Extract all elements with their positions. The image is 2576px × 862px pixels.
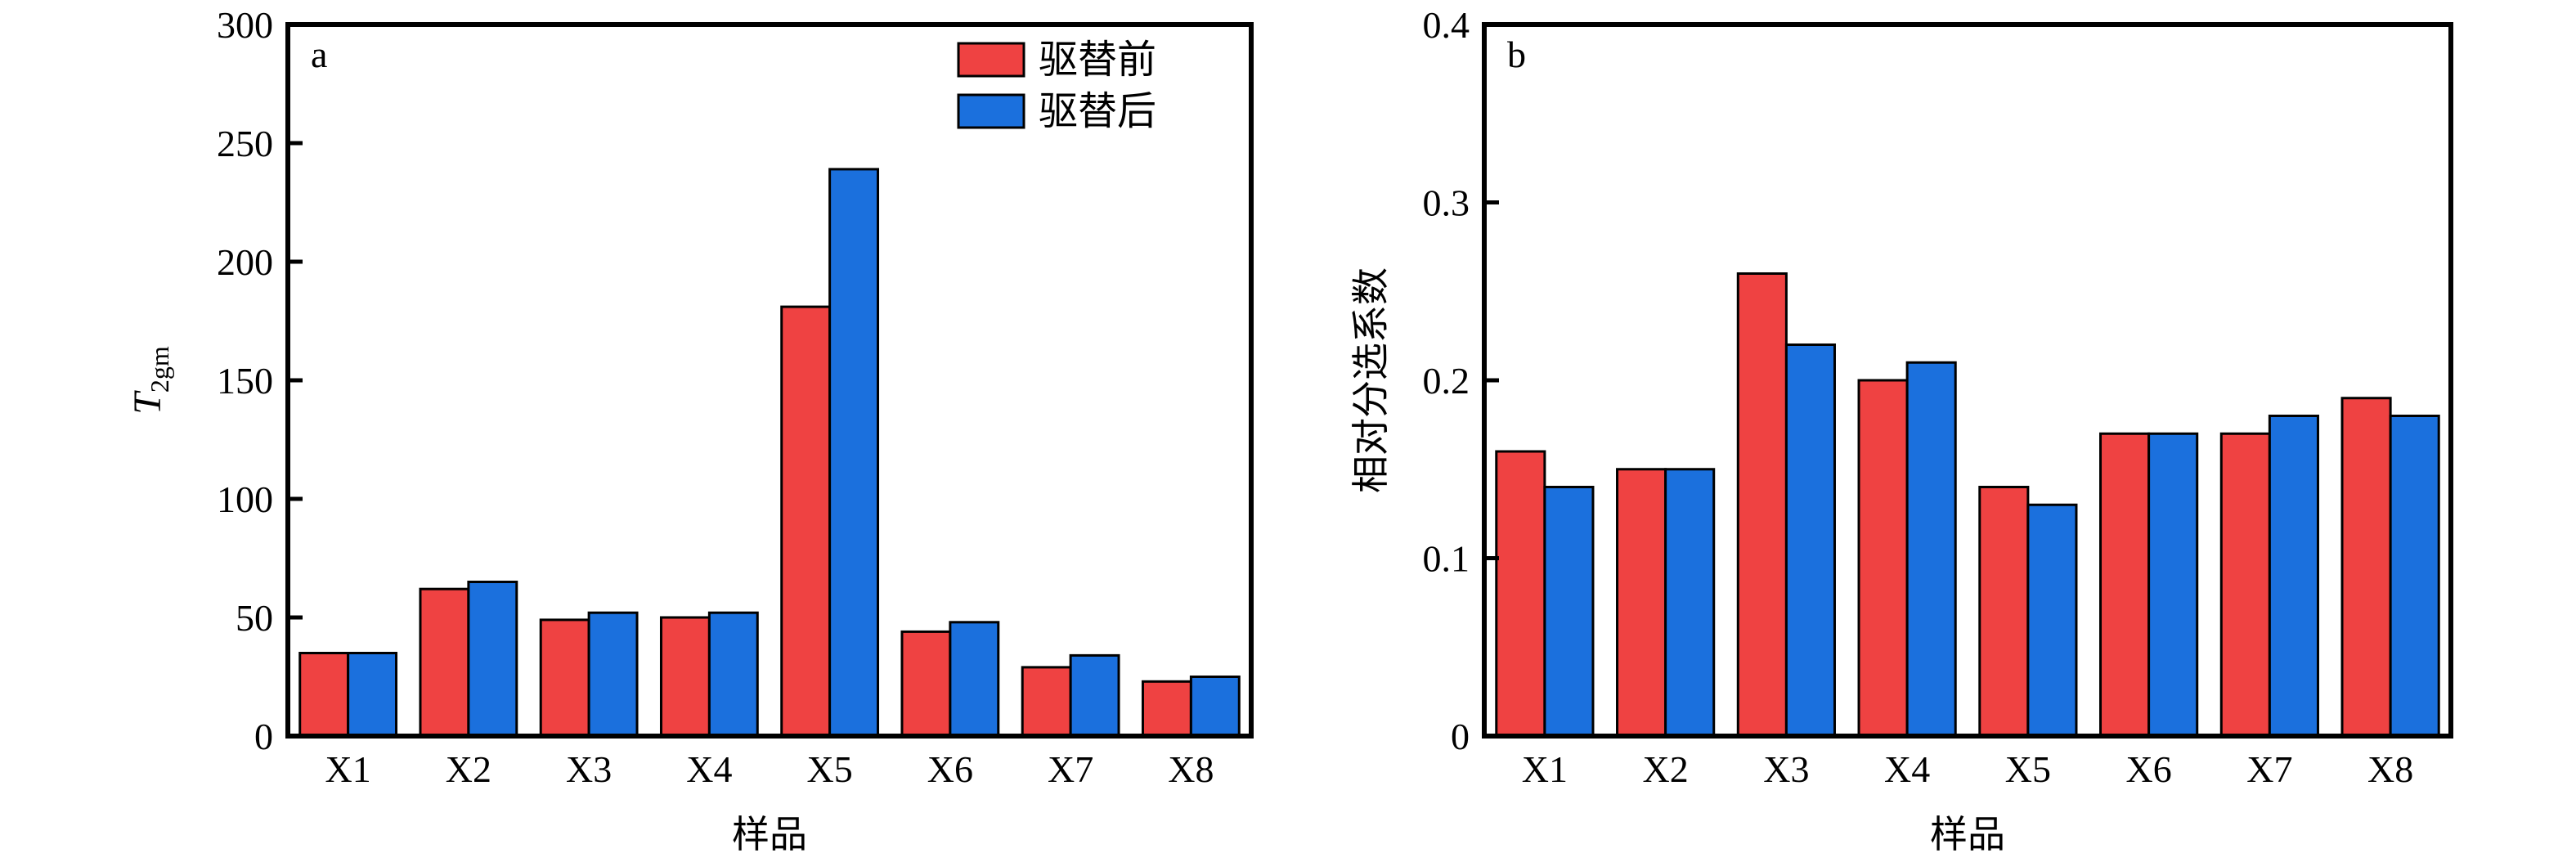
y-tick-label: 250 — [217, 123, 273, 164]
y-tick-label: 0.2 — [1423, 360, 1470, 402]
y-tick-label: 200 — [217, 241, 273, 283]
bar-X1-before — [298, 652, 350, 738]
bar-X5-before — [1978, 486, 2030, 738]
bar-X6-after — [949, 621, 1000, 738]
legend-swatch-after — [957, 93, 1025, 129]
x-tick-label: X2 — [446, 748, 491, 790]
bar-X7-before — [1021, 666, 1072, 738]
y-tick-label: 150 — [217, 360, 273, 402]
x-tick-label: X5 — [2005, 748, 2051, 790]
x-tick-label: X1 — [1522, 748, 1568, 790]
x-tick-label: X5 — [807, 748, 853, 790]
legend-swatch-before — [957, 42, 1025, 78]
bar-X6-before — [2099, 432, 2151, 738]
y-tick-label: 50 — [236, 597, 273, 639]
panel-a-y-axis-title: T2gm — [126, 346, 174, 415]
x-tick-label: X4 — [1884, 748, 1930, 790]
bar-X7-after — [2268, 415, 2319, 738]
bar-X7-after — [1069, 653, 1120, 738]
panel-b-y-ticks: 0 0.1 0.2 0.3 0.4 — [1423, 4, 1499, 757]
panel-b-x-axis-title: 样品 — [1930, 812, 2005, 856]
y-tick-label: 0.3 — [1423, 182, 1470, 224]
bar-X5-after — [828, 168, 880, 738]
x-tick-label: X1 — [325, 748, 371, 790]
legend: 驱替前 驱替后 — [957, 37, 1156, 134]
bar-X7-before — [2219, 432, 2271, 738]
bar-X1-after — [1543, 486, 1595, 738]
bar-X5-before — [780, 305, 832, 738]
bar-X6-before — [900, 630, 952, 738]
bar-X4-after — [1905, 361, 1957, 738]
x-tick-label: X3 — [1763, 748, 1809, 790]
bar-X8-before — [2340, 397, 2392, 738]
legend-label-after: 驱替后 — [1039, 88, 1156, 134]
x-tick-label: X6 — [927, 748, 973, 790]
x-tick-label: X6 — [2126, 748, 2172, 790]
y-title-sub: 2gm — [145, 346, 174, 393]
bar-X2-after — [1664, 468, 1716, 738]
bar-X4-before — [659, 616, 711, 738]
panel-b: 0 0.1 0.2 0.3 0.4 X1 X2 X3 X4 X5 X6 X7 X8 b 样品 相对分选… — [1349, 4, 2453, 856]
bar-X1-after — [347, 652, 398, 738]
y-tick-label: 0 — [1451, 716, 1470, 757]
bar-X5-after — [2026, 503, 2078, 738]
panel-a-bars — [298, 168, 1241, 738]
panel-a-y-ticks: 0 50 100 150 200 250 300 — [217, 4, 303, 757]
bar-X3-before — [1736, 272, 1788, 738]
y-tick-label: 0.1 — [1423, 538, 1470, 580]
y-tick-label: 0.4 — [1423, 4, 1470, 46]
x-tick-label: X3 — [566, 748, 612, 790]
x-tick-label: X7 — [1048, 748, 1093, 790]
y-tick-label: 100 — [217, 478, 273, 520]
bar-X4-after — [707, 611, 759, 738]
legend-label-before: 驱替前 — [1039, 37, 1156, 83]
panel-b-x-ticks: X1 X2 X3 X4 X5 X6 X7 X8 — [1522, 748, 2413, 790]
panel-b-bars — [1495, 272, 2440, 738]
panel-a-letter: a — [311, 34, 327, 75]
bar-X2-before — [419, 587, 470, 738]
panel-a-x-axis-title: 样品 — [732, 812, 807, 856]
x-tick-label: X7 — [2246, 748, 2292, 790]
bar-X3-before — [539, 618, 590, 738]
x-tick-label: X8 — [2367, 748, 2413, 790]
panel-a-x-ticks: X1 X2 X3 X4 X5 X6 X7 X8 — [325, 748, 1214, 790]
bar-X8-after — [1189, 676, 1241, 738]
y-title-main: T — [126, 390, 169, 415]
panel-b-letter: b — [1507, 34, 1526, 75]
panel-b-y-axis-title: 相对分选系数 — [1349, 267, 1393, 493]
bar-X8-after — [2389, 415, 2440, 738]
bar-X3-after — [587, 611, 639, 738]
y-tick-label: 0 — [254, 716, 273, 757]
x-tick-label: X4 — [686, 748, 732, 790]
bar-X3-after — [1784, 343, 1836, 738]
bar-X1-before — [1495, 450, 1546, 738]
bar-X8-before — [1141, 680, 1192, 738]
y-tick-label: 300 — [217, 4, 273, 46]
bar-X2-before — [1616, 468, 1667, 738]
x-tick-label: X2 — [1643, 748, 1689, 790]
panel-a: 0 50 100 150 200 250 300 X1 X2 X3 X4 X5 X6 X7 X8 a 样品… — [126, 4, 1254, 856]
bar-X2-after — [467, 581, 518, 738]
x-tick-label: X8 — [1168, 748, 1214, 790]
bar-X4-before — [1857, 379, 1909, 738]
bar-X6-after — [2147, 432, 2199, 738]
